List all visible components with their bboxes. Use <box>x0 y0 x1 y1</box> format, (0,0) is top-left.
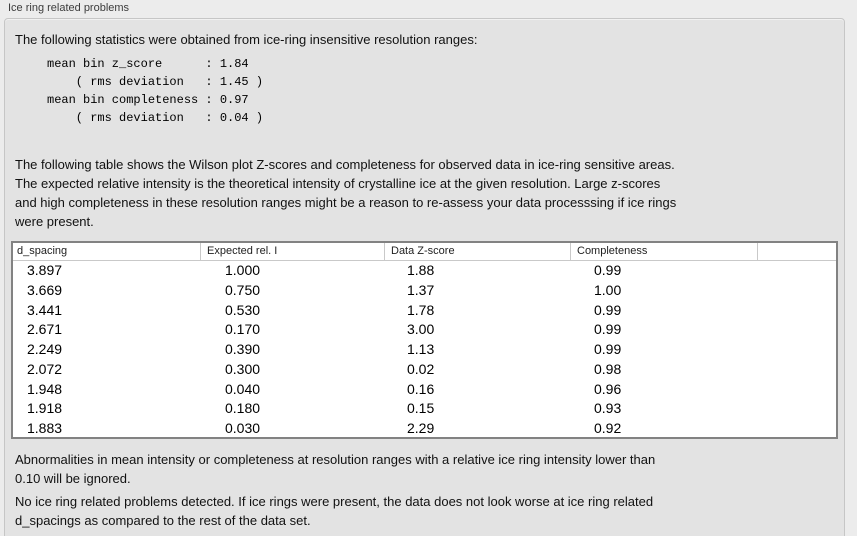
table-row[interactable]: 2.072 0.300 0.02 0.98 <box>13 360 836 380</box>
table-cell: 0.040 <box>225 380 261 397</box>
table-row[interactable]: 3.897 1.000 1.88 0.99 <box>13 261 836 281</box>
conclusion-text: No ice ring related problems detected. I… <box>15 494 654 528</box>
table-cell: 3.669 <box>27 281 63 298</box>
table-row[interactable]: 1.883 0.030 2.29 0.92 <box>13 419 836 437</box>
table-cell: 2.29 <box>407 420 435 437</box>
table-cell: 2.671 <box>27 321 63 338</box>
table-cell: 0.300 <box>225 360 261 377</box>
table-cell: 0.15 <box>407 400 435 417</box>
intro-text: The following statistics were obtained f… <box>15 32 478 47</box>
table-cell: 1.000 <box>225 262 261 278</box>
table-header-row: d_spacing Expected rel. I Data Z-score C… <box>13 243 836 261</box>
table-cell: 0.93 <box>594 400 622 417</box>
column-header-data-z-score: Data Z-score <box>385 243 571 260</box>
table-cell: 0.16 <box>407 380 435 397</box>
table-row[interactable]: 1.918 0.180 0.15 0.93 <box>13 399 836 419</box>
table-row[interactable]: 3.441 0.530 1.78 0.99 <box>13 301 836 321</box>
table-cell: 1.13 <box>407 341 435 358</box>
table-cell <box>758 320 836 340</box>
table-row[interactable]: 1.948 0.040 0.16 0.96 <box>13 380 836 400</box>
table-row[interactable]: 2.671 0.170 3.00 0.99 <box>13 320 836 340</box>
table-cell: 1.918 <box>27 400 63 417</box>
column-header-blank <box>758 243 836 260</box>
table-cell <box>758 360 836 380</box>
column-header-expected-rel-i: Expected rel. I <box>201 243 385 260</box>
table-cell: 2.072 <box>27 360 63 377</box>
table-cell <box>758 340 836 360</box>
table-cell: 3.897 <box>27 262 63 278</box>
table-row[interactable]: 2.249 0.390 1.13 0.99 <box>13 340 836 360</box>
table-cell: 0.99 <box>594 341 622 358</box>
table-cell <box>758 261 836 281</box>
table-cell: 1.883 <box>27 420 63 437</box>
table-cell: 0.530 <box>225 301 261 318</box>
table-cell <box>758 281 836 301</box>
table-cell: 1.37 <box>407 281 435 298</box>
ignore-note: Abnormalities in mean intensity or compl… <box>15 452 656 486</box>
table-cell: 0.99 <box>594 262 622 278</box>
table-cell <box>758 380 836 400</box>
table-row[interactable]: 3.669 0.750 1.37 1.00 <box>13 281 836 301</box>
table-cell: 0.030 <box>225 420 261 437</box>
table-cell: 0.390 <box>225 341 261 358</box>
table-cell: 0.750 <box>225 281 261 298</box>
table-description: The following table shows the Wilson plo… <box>15 157 677 229</box>
table-cell <box>758 419 836 437</box>
table-cell: 0.170 <box>225 321 261 338</box>
column-header-completeness: Completeness <box>571 243 758 260</box>
table-cell: 0.180 <box>225 400 261 417</box>
table-cell: 1.78 <box>407 301 435 318</box>
table-cell: 0.92 <box>594 420 622 437</box>
table-cell: 0.02 <box>407 360 435 377</box>
table-cell <box>758 301 836 321</box>
table-cell: 1.00 <box>594 281 622 298</box>
table-cell: 1.948 <box>27 380 63 397</box>
table-cell: 3.00 <box>407 321 435 338</box>
table-cell: 3.441 <box>27 301 63 318</box>
table-cell: 0.98 <box>594 360 622 377</box>
column-header-d-spacing: d_spacing <box>13 243 201 260</box>
table-cell <box>758 399 836 419</box>
table-body: 3.897 1.000 1.88 0.99 3.669 0.750 1.37 1.00 3.44… <box>13 261 836 437</box>
table-cell: 0.99 <box>594 321 622 338</box>
table-cell: 0.99 <box>594 301 622 318</box>
ice-ring-table[interactable]: d_spacing Expected rel. I Data Z-score C… <box>11 241 838 439</box>
table-cell: 0.96 <box>594 380 622 397</box>
panel-title: Ice ring related problems <box>8 2 130 14</box>
table-cell: 1.88 <box>407 262 435 278</box>
ice-ring-group-box: The following statistics were obtained f… <box>4 18 845 536</box>
stats-block: mean bin z_score : 1.84 ( rms deviation … <box>47 57 264 125</box>
table-cell: 2.249 <box>27 341 63 358</box>
